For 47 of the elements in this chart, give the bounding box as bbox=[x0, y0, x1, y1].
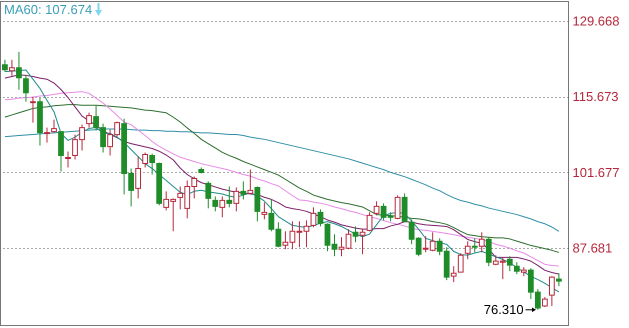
candlestick bbox=[149, 153, 156, 175]
candlestick bbox=[86, 112, 92, 128]
y-tick-label: 115.673 bbox=[572, 89, 619, 104]
candlestick bbox=[44, 127, 50, 144]
candlestick bbox=[226, 186, 232, 208]
candlestick bbox=[318, 208, 324, 227]
candlestick bbox=[478, 232, 485, 253]
candlestick bbox=[360, 228, 366, 255]
candlestick bbox=[65, 151, 71, 168]
annotation: MA60: 107.674 bbox=[4, 2, 92, 17]
candlestick bbox=[247, 168, 254, 195]
candlestick bbox=[2, 59, 8, 72]
annotation: 76.310 bbox=[484, 302, 524, 317]
candlestick bbox=[30, 96, 36, 124]
candlestick bbox=[374, 200, 380, 216]
candlestick bbox=[458, 252, 464, 273]
candlestick bbox=[240, 180, 246, 200]
candlestick bbox=[394, 194, 400, 220]
candlestick bbox=[542, 296, 548, 308]
candlestick bbox=[142, 152, 148, 168]
candlestick bbox=[135, 156, 142, 199]
candlestick bbox=[514, 262, 520, 275]
line-series bbox=[4, 128, 560, 232]
candlestick bbox=[254, 186, 260, 222]
y-tick-label: 87.681 bbox=[572, 240, 612, 256]
candlestick bbox=[51, 119, 57, 134]
candlestick bbox=[464, 240, 471, 260]
candlestick bbox=[402, 192, 408, 223]
candlestick bbox=[58, 131, 64, 172]
candlestick bbox=[9, 59, 15, 76]
y-tick-label: 129.668 bbox=[572, 13, 620, 28]
y-tick-label: 101.677 bbox=[572, 164, 620, 180]
candlestick bbox=[212, 196, 218, 212]
candlestick bbox=[472, 238, 478, 253]
candlestick bbox=[548, 276, 555, 307]
candlestick bbox=[233, 186, 240, 212]
candlestick bbox=[219, 196, 226, 218]
candlestick bbox=[352, 226, 358, 243]
candlestick bbox=[506, 256, 513, 272]
line-series bbox=[4, 104, 560, 253]
candlestick bbox=[486, 236, 492, 267]
candlestick bbox=[450, 266, 457, 283]
candlestick bbox=[205, 180, 212, 209]
candlestick bbox=[310, 206, 316, 228]
candlestick bbox=[556, 272, 562, 287]
candlestick bbox=[261, 202, 268, 220]
candlestick bbox=[366, 212, 372, 232]
